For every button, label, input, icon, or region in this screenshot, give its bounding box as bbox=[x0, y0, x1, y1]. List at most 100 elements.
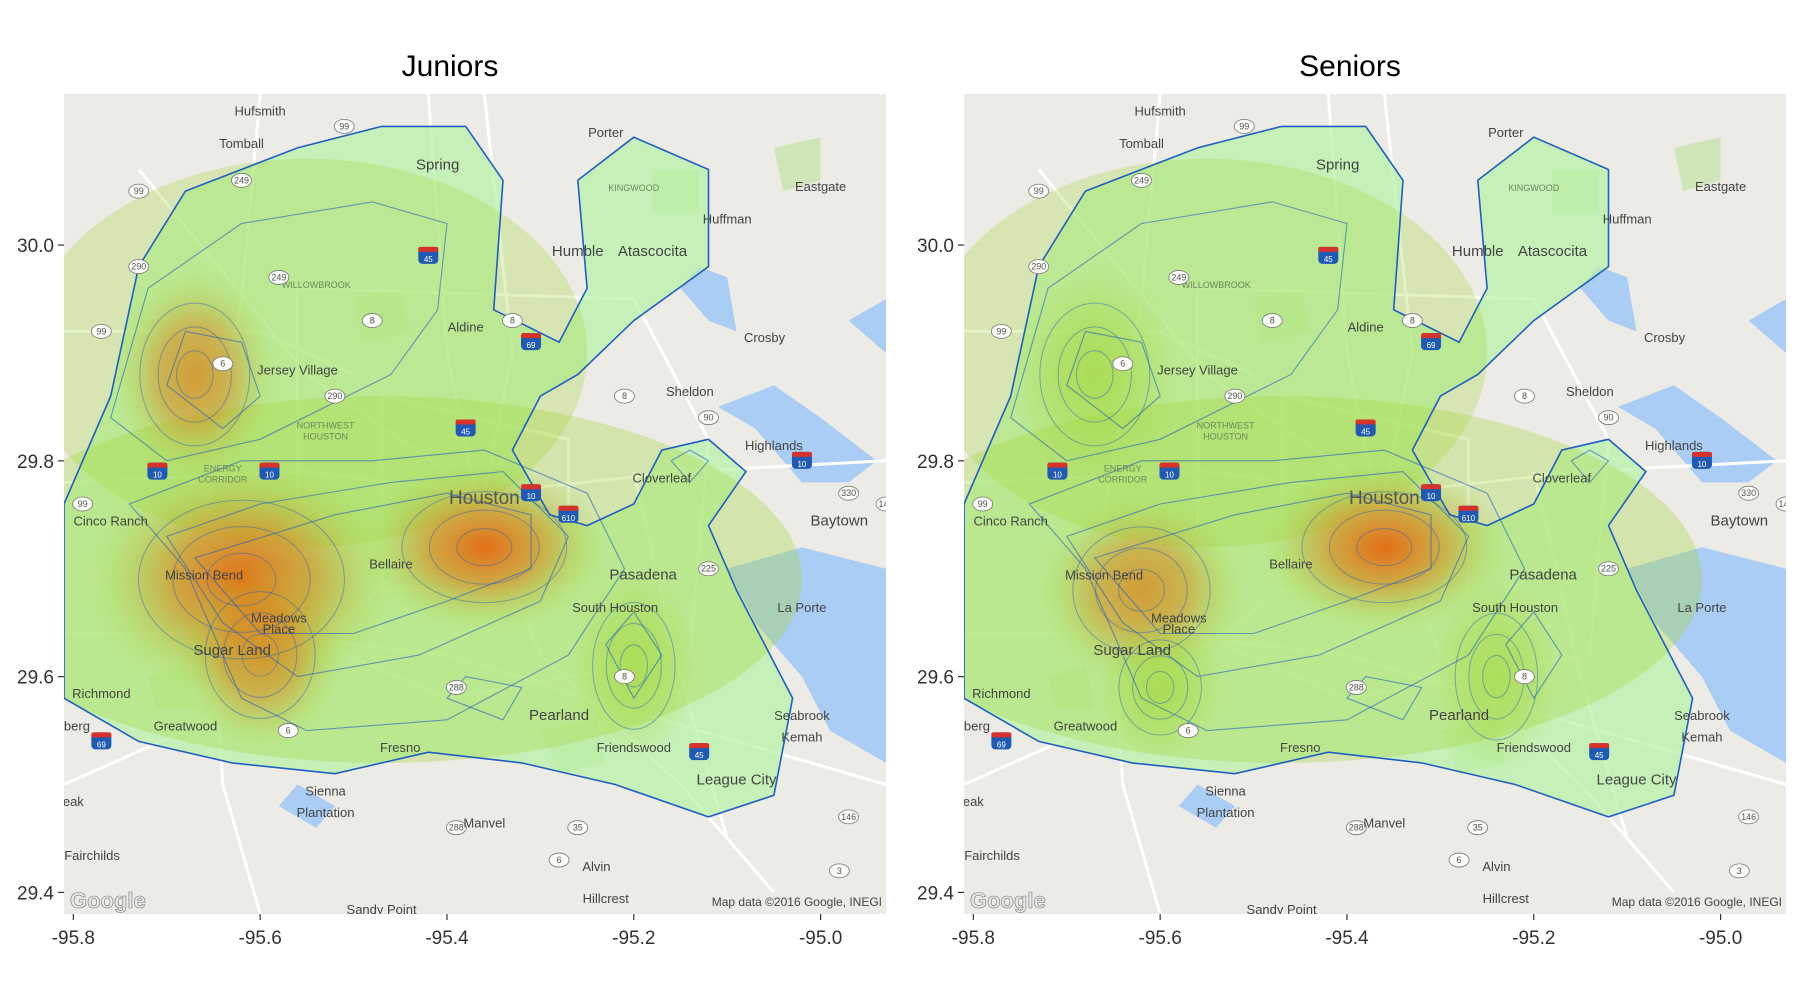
shield-number: 290 bbox=[1227, 391, 1242, 401]
shield-outline bbox=[1168, 270, 1190, 285]
place-label: Huffman bbox=[703, 211, 752, 226]
interstate-band bbox=[521, 333, 542, 339]
shield-number: 8 bbox=[370, 316, 375, 326]
place-label: Sugar Land bbox=[1093, 642, 1171, 659]
shield-number: 288 bbox=[1349, 682, 1364, 692]
place-label: League City bbox=[1597, 772, 1678, 789]
density-contour bbox=[428, 509, 540, 585]
interstate-shield: 45 bbox=[689, 743, 710, 761]
shield-number: 35 bbox=[573, 823, 583, 833]
place-label: Greatwood bbox=[1054, 719, 1118, 734]
shield-outline bbox=[1598, 561, 1619, 577]
density-hotspot bbox=[1012, 267, 1177, 482]
density-contour bbox=[1482, 655, 1511, 699]
place-label: Huffman bbox=[1603, 211, 1652, 226]
place-label: Tomball bbox=[219, 136, 264, 151]
highway-shield: 99 bbox=[990, 323, 1012, 339]
place-label: Baytown bbox=[1711, 513, 1769, 530]
shield-outline bbox=[445, 680, 467, 695]
interstate-number: 69 bbox=[97, 740, 106, 749]
density-hotspot bbox=[177, 560, 343, 750]
shield-outline bbox=[567, 820, 589, 836]
shield-number: 290 bbox=[1031, 262, 1046, 272]
shield-number: 8 bbox=[1522, 391, 1527, 401]
water-body bbox=[1580, 266, 1637, 332]
shield-number: 330 bbox=[1741, 488, 1756, 498]
y-tick-label: 30.0 bbox=[17, 236, 54, 257]
place-label: South Houston bbox=[1472, 600, 1558, 615]
park-area bbox=[773, 137, 821, 192]
density-hotspot bbox=[1434, 581, 1559, 772]
place-label: Place bbox=[263, 621, 296, 636]
shield-number: 8 bbox=[1270, 316, 1275, 326]
highway-shield: 249 bbox=[1122, 76, 1142, 90]
density-contour bbox=[175, 350, 214, 399]
highway-shield: 146 bbox=[1738, 809, 1760, 825]
place-label: Place bbox=[1163, 621, 1196, 636]
interstate-shield: 45 bbox=[1355, 419, 1376, 437]
place-label: Seabrook bbox=[774, 708, 830, 723]
highway-shield: 8 bbox=[614, 669, 635, 685]
x-tick-label: -95.4 bbox=[425, 928, 469, 949]
shield-number: 3 bbox=[1737, 866, 1742, 876]
highway-shield: 8 bbox=[1514, 388, 1535, 404]
x-tick-label: -95.2 bbox=[612, 928, 655, 949]
highway-shield: 8 bbox=[361, 313, 383, 328]
interstate-band bbox=[455, 419, 476, 425]
shield-number: 249 bbox=[271, 272, 286, 282]
interstate-band bbox=[1318, 246, 1339, 252]
place-label: South Houston bbox=[572, 600, 658, 615]
density-contour bbox=[157, 326, 232, 423]
density-contour bbox=[172, 526, 311, 633]
density-contour bbox=[670, 449, 710, 484]
water-body bbox=[1627, 547, 1786, 763]
place-label: Bellaire bbox=[369, 557, 412, 572]
water-body bbox=[848, 299, 886, 353]
shield-outline bbox=[501, 313, 523, 328]
shield-number: 99 bbox=[78, 499, 88, 509]
shield-number: 225 bbox=[1601, 564, 1616, 574]
highway-shield: 6 bbox=[212, 356, 234, 372]
shield-number: 8 bbox=[1522, 672, 1527, 682]
shield-number: 99 bbox=[96, 326, 106, 336]
y-tick-label: 29.4 bbox=[17, 883, 54, 904]
shield-outline bbox=[1514, 388, 1535, 404]
place-label: Atascocita bbox=[1518, 243, 1588, 260]
highway-shield: 90 bbox=[698, 410, 719, 426]
shield-number: 249 bbox=[1134, 175, 1149, 185]
shield-number: 6 bbox=[286, 726, 291, 736]
interstate-shield: 10 bbox=[521, 484, 542, 502]
interstate-number: 610 bbox=[562, 514, 576, 523]
shield-outline bbox=[445, 820, 467, 836]
interstate-number: 10 bbox=[1165, 471, 1174, 480]
place-label: Porter bbox=[588, 125, 624, 140]
y-tick-label: 30.0 bbox=[917, 236, 954, 257]
shield-number: 249 bbox=[1125, 78, 1140, 88]
place-label: Alvin bbox=[1482, 859, 1510, 874]
shield-number: 225 bbox=[701, 564, 716, 574]
shield-number: 146 bbox=[878, 499, 893, 509]
highway-shield: 288 bbox=[1345, 680, 1367, 695]
panel-title: Juniors bbox=[401, 50, 499, 83]
x-tick-label: -95.4 bbox=[1325, 928, 1369, 949]
water-body bbox=[1617, 385, 1777, 483]
water-body bbox=[727, 547, 886, 763]
place-label: Plantation bbox=[1197, 805, 1255, 820]
water-body bbox=[1178, 784, 1235, 828]
place-label: Tomball bbox=[1119, 136, 1164, 151]
highway-shield: 6 bbox=[277, 723, 299, 738]
shield-outline bbox=[1177, 723, 1199, 738]
highway-shield: 249 bbox=[268, 270, 290, 285]
density-contour bbox=[139, 302, 251, 447]
shield-outline bbox=[1598, 410, 1619, 426]
highway-shield: 35 bbox=[567, 820, 589, 836]
interstate-band bbox=[1421, 484, 1442, 490]
district-label: ENERGY bbox=[204, 464, 242, 474]
place-label: Richmond bbox=[72, 686, 131, 701]
shield-outline bbox=[1514, 669, 1535, 685]
highway-shield: 288 bbox=[445, 680, 467, 695]
place-label: Cinco Ranch bbox=[973, 514, 1047, 529]
shield-outline bbox=[128, 259, 150, 275]
